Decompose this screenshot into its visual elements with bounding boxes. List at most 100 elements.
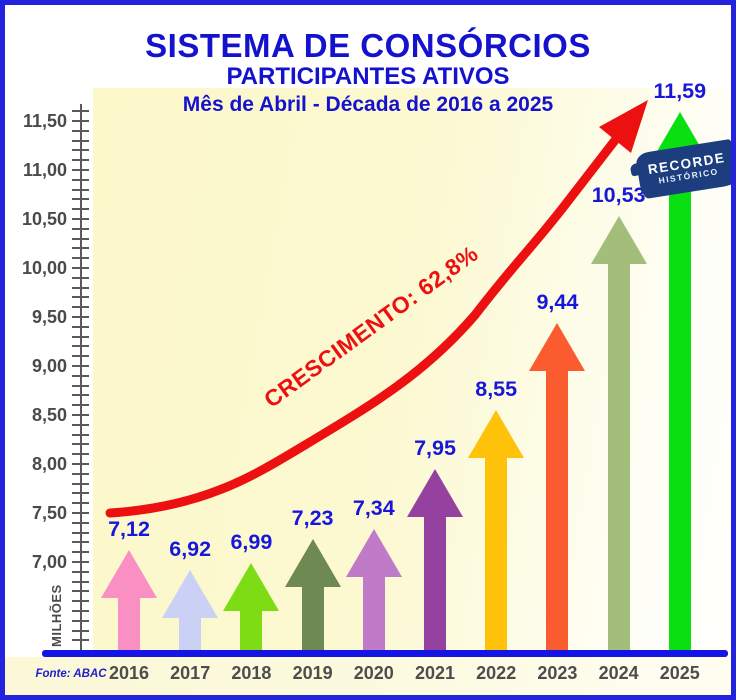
footer-strip-background: [5, 657, 731, 695]
y-axis-unit-label: MILHÕES: [49, 584, 64, 647]
y-axis-label: 10,50: [21, 209, 67, 229]
y-tick: [72, 570, 89, 573]
y-tick: [72, 374, 89, 377]
year-label-2020: 2020: [353, 663, 394, 683]
y-tick: [72, 345, 89, 348]
y-tick: [72, 286, 89, 289]
y-axis-label: 8,00: [31, 454, 67, 474]
source-credit: Fonte: ABAC: [35, 668, 107, 680]
arrow-2018: [223, 562, 280, 650]
y-tick: [72, 531, 89, 534]
arrow-shaft: [118, 598, 140, 650]
arrow-shaft: [485, 458, 508, 650]
period-caption: Mês de Abril - Década de 2016 a 2025: [182, 93, 554, 116]
y-tick: [72, 521, 89, 524]
y-tick: [72, 551, 89, 554]
arrow-shaft: [362, 576, 385, 650]
y-axis-label: 7,50: [31, 503, 67, 523]
arrow-2017: [162, 569, 219, 650]
value-label-2022: 8,55: [475, 377, 518, 402]
y-tick: [72, 267, 89, 269]
y-tick: [72, 482, 89, 485]
value-label-2023: 9,44: [536, 289, 579, 314]
y-axis-label: 7,00: [31, 552, 67, 572]
arrow-head-icon: [284, 539, 341, 588]
arrow-2024: [590, 216, 647, 650]
year-label-2017: 2017: [170, 663, 211, 683]
year-label-2019: 2019: [292, 663, 333, 683]
y-axis-label: 11,50: [22, 111, 67, 131]
year-label-2024: 2024: [598, 663, 639, 683]
y-tick: [72, 629, 89, 632]
y-tick: [72, 159, 89, 162]
arrow-2016: [101, 550, 157, 650]
y-tick: [72, 384, 89, 387]
y-tick: [72, 335, 89, 338]
y-axis-ruler: [80, 104, 82, 651]
y-tick: [72, 355, 89, 358]
arrow-shaft: [301, 587, 324, 650]
y-tick: [72, 463, 89, 465]
arrow-head-icon: [101, 550, 157, 599]
y-tick: [72, 414, 89, 416]
y-axis-label: 8,50: [31, 405, 67, 425]
y-tick: [72, 580, 89, 583]
arrow-2019: [284, 539, 341, 650]
y-tick: [72, 139, 89, 142]
arrow-head-icon: [223, 562, 280, 611]
y-tick: [72, 590, 89, 593]
y-tick: [72, 227, 89, 230]
arrow-head-icon: [590, 216, 647, 265]
year-label-2025: 2025: [659, 663, 700, 683]
year-label-2022: 2022: [476, 663, 517, 683]
arrow-head-icon: [529, 322, 586, 371]
y-axis-label: 11,00: [22, 160, 67, 180]
year-label-2016: 2016: [108, 663, 150, 683]
value-label-2017: 6,92: [169, 536, 212, 561]
y-tick: [72, 237, 89, 240]
y-tick: [72, 296, 89, 299]
y-tick: [72, 619, 89, 622]
arrow-shaft: [546, 370, 569, 650]
y-tick: [72, 120, 89, 122]
arrow-shaft: [179, 617, 202, 650]
y-tick: [72, 541, 89, 544]
y-tick: [72, 502, 89, 505]
arrow-head-icon: [345, 528, 402, 577]
y-tick: [72, 453, 89, 456]
y-axis-label: 9,00: [31, 356, 67, 376]
arrow-shaft: [668, 160, 691, 650]
y-tick: [72, 325, 89, 328]
y-tick: [72, 561, 89, 563]
y-tick: [72, 208, 89, 211]
y-tick: [72, 149, 89, 152]
y-tick: [72, 512, 89, 514]
y-tick: [72, 276, 89, 279]
value-label-2020: 7,34: [352, 495, 395, 520]
year-label-2021: 2021: [414, 663, 456, 683]
y-tick: [72, 600, 89, 603]
page-subtitle: PARTICIPANTES ATIVOS: [226, 63, 510, 90]
value-label-2018: 6,99: [230, 529, 273, 554]
value-label-2021: 7,95: [414, 435, 456, 460]
y-tick: [72, 492, 89, 495]
y-tick: [72, 472, 89, 475]
y-tick: [72, 433, 89, 436]
y-tick: [72, 306, 89, 309]
y-tick: [72, 169, 89, 171]
y-tick: [72, 188, 89, 191]
y-tick: [72, 316, 89, 318]
y-tick: [72, 443, 89, 446]
arrow-shaft: [240, 610, 263, 650]
arrow-head-icon: [162, 569, 219, 618]
y-axis-label: 9,50: [31, 307, 67, 327]
y-tick: [72, 610, 89, 612]
y-tick: [72, 394, 89, 397]
value-label-2025: 11,59: [653, 79, 707, 104]
y-tick: [72, 257, 89, 260]
year-label-2018: 2018: [231, 663, 272, 683]
y-tick: [72, 365, 89, 367]
y-tick: [72, 247, 89, 250]
arrow-shaft: [607, 264, 630, 650]
